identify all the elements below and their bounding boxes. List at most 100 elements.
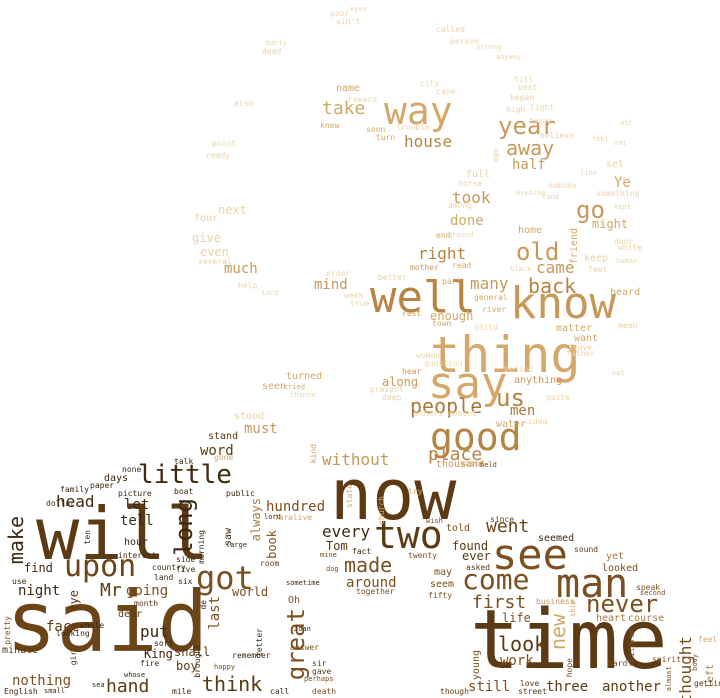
word-make: make — [4, 516, 28, 565]
word-made: made — [344, 553, 393, 577]
word-sir: sir — [312, 659, 327, 668]
word-part: part — [442, 277, 462, 286]
word-reward: reward — [348, 95, 377, 104]
word-around-small: around — [448, 231, 474, 239]
word-try: try — [408, 487, 423, 496]
word-way: way — [384, 89, 453, 133]
word-hope: hope — [565, 658, 574, 678]
word-heart: heart — [596, 613, 627, 624]
word-feel-small: feel — [592, 135, 609, 143]
word-night: night — [18, 583, 61, 599]
word-now: now — [330, 454, 457, 536]
word-voice: voice — [460, 459, 485, 468]
word-ship: ship — [569, 600, 577, 617]
word-every: every — [322, 522, 371, 541]
word-mother: mother — [410, 263, 439, 272]
word-something: something — [596, 189, 640, 198]
word-lord-small: lord — [264, 513, 281, 521]
word-stood: stood — [234, 411, 265, 422]
word-long: long — [170, 498, 198, 556]
word-river: river — [482, 305, 507, 314]
word-ten: ten — [83, 530, 92, 545]
word-child: child — [474, 323, 499, 332]
word-sort: sort — [154, 639, 174, 648]
word-work: work — [500, 653, 534, 669]
word-speak: speak — [636, 583, 661, 592]
word-black: black — [510, 265, 532, 273]
word-call: call — [270, 687, 290, 696]
word-even: even — [200, 245, 229, 259]
word-order: order — [326, 269, 351, 278]
word-man: man — [556, 561, 629, 607]
word-said: said — [6, 573, 209, 671]
word-turn: turn — [376, 133, 396, 142]
word-church: church — [377, 496, 386, 525]
word-end: end — [436, 231, 451, 240]
word-two: two — [374, 513, 443, 557]
word-heard: heard — [610, 287, 641, 298]
word-getting: getting — [694, 679, 720, 688]
word-held: held — [480, 461, 497, 469]
word-perhaps: perhaps — [304, 675, 334, 683]
word-high: high — [506, 105, 526, 114]
word-air: air — [620, 119, 633, 127]
word-set: set — [606, 159, 625, 170]
word-matter: matter — [556, 323, 593, 334]
word-wish: wish — [426, 517, 443, 525]
word-business: business — [536, 597, 575, 606]
word-moment: moment — [448, 409, 477, 418]
word-anything: anything — [514, 375, 563, 386]
word-mile: mile — [172, 687, 192, 696]
word-trouble: trouble — [396, 123, 430, 132]
word-fifty: fifty — [428, 591, 453, 600]
word-house: house — [404, 132, 453, 151]
word-anyway: anyway — [496, 53, 522, 61]
word-men: men — [510, 403, 536, 419]
word-say-small: say — [618, 175, 631, 183]
word-love: love — [520, 679, 540, 688]
word-back: back — [528, 274, 577, 298]
word-three: three — [546, 679, 589, 695]
word-never: never — [586, 590, 659, 618]
word-friend: friend — [569, 228, 580, 265]
word-public: public — [226, 489, 255, 498]
word-light: light — [530, 103, 555, 112]
word-alive: alive — [288, 513, 313, 522]
word-face: face — [46, 619, 80, 635]
word-remember: remember — [232, 651, 271, 660]
word-let: let — [124, 497, 150, 513]
word-came: came — [536, 258, 575, 277]
word-six: six — [178, 577, 193, 586]
word-five: five — [176, 565, 196, 574]
word-may: may — [434, 567, 453, 578]
word-began-small: began — [530, 117, 552, 125]
word-must: must — [244, 421, 278, 437]
word-whole: whole — [80, 621, 105, 630]
word-ever: ever — [462, 549, 491, 563]
word-better: better — [378, 273, 407, 282]
word-soon: soon — [366, 125, 386, 134]
word-sometime: sometime — [286, 579, 320, 587]
word-along: along — [382, 375, 419, 389]
word-minute: minute — [2, 645, 39, 656]
word-fact: fact — [352, 547, 372, 556]
word-upon: upon — [64, 549, 137, 584]
word-days: days — [104, 473, 129, 484]
word-side: side — [176, 555, 196, 564]
word-among: among — [448, 201, 473, 210]
word-yet: yet — [606, 551, 625, 562]
word-question: question — [424, 359, 463, 368]
word-ye: Ye — [614, 175, 631, 191]
word-door: door — [614, 237, 634, 246]
word-ago: ago — [491, 148, 500, 163]
word-next: next — [218, 203, 247, 217]
word-put: put — [140, 622, 169, 641]
word-cried: cried — [284, 383, 306, 391]
word-mine: mine — [320, 551, 337, 559]
word-name: name — [336, 83, 361, 94]
word-will: will — [36, 492, 210, 576]
word-little: little — [138, 460, 232, 490]
word-deep: deep — [382, 393, 402, 402]
word-many: many — [470, 274, 509, 293]
word-book: book — [265, 530, 279, 559]
